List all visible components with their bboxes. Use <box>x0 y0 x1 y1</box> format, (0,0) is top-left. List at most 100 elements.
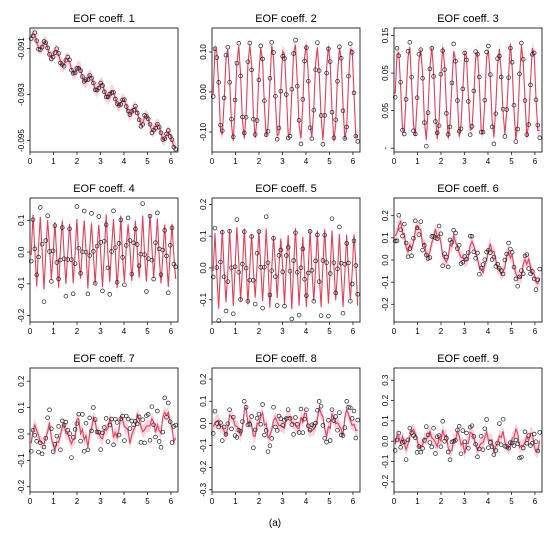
data-point <box>262 432 267 438</box>
data-point <box>54 260 60 265</box>
data-point <box>69 455 74 460</box>
data-point <box>153 240 158 245</box>
data-point <box>129 271 135 277</box>
data-point <box>124 243 129 248</box>
data-point <box>36 47 41 52</box>
data-point <box>52 442 58 447</box>
data-point <box>497 53 502 59</box>
data-point <box>456 242 462 248</box>
x-tick-label: 0 <box>28 157 33 166</box>
x-tick-label: 6 <box>169 157 174 166</box>
data-point <box>444 111 449 116</box>
x-tick-label: 4 <box>486 327 491 336</box>
data-point <box>236 269 242 275</box>
data-point <box>61 63 67 69</box>
data-point <box>440 48 445 53</box>
data-point <box>296 118 302 123</box>
data-point <box>498 74 504 80</box>
data-point <box>276 253 282 258</box>
data-point <box>455 98 460 103</box>
data-point <box>462 439 467 445</box>
data-point <box>166 128 171 133</box>
data-point <box>300 97 306 102</box>
data-point <box>307 427 313 433</box>
data-point <box>220 128 225 133</box>
x-tick-label: 5 <box>327 327 332 336</box>
data-point <box>218 259 223 265</box>
data-point <box>322 232 327 238</box>
data-point <box>210 274 216 280</box>
data-point <box>74 204 80 209</box>
data-point <box>111 442 116 448</box>
x-tick-label: 5 <box>145 157 150 166</box>
x-tick-label: 6 <box>533 497 538 506</box>
data-point <box>520 445 526 451</box>
data-point <box>349 416 355 421</box>
data-point <box>89 75 94 81</box>
data-point <box>535 277 541 283</box>
data-point <box>353 435 359 441</box>
data-point <box>453 59 458 64</box>
data-point <box>398 227 403 232</box>
data-point <box>267 76 273 81</box>
data-point <box>526 266 531 271</box>
data-point <box>418 449 424 455</box>
data-point <box>508 45 513 51</box>
data-point <box>70 434 76 440</box>
data-point <box>331 418 337 423</box>
data-point <box>422 438 427 443</box>
data-point <box>434 130 440 136</box>
data-point <box>403 97 409 102</box>
data-point <box>100 288 105 294</box>
data-point <box>260 402 265 407</box>
data-point <box>500 416 506 422</box>
x-tick-label: 4 <box>486 497 491 506</box>
data-point <box>223 432 229 437</box>
y-tick-label: 0.2 <box>381 210 390 222</box>
data-point <box>67 226 72 232</box>
x-tick-label: 1 <box>51 497 56 506</box>
data-point <box>155 210 160 216</box>
data-point <box>87 415 92 421</box>
data-point <box>471 434 477 439</box>
x-tick-label: 5 <box>145 497 150 506</box>
data-point <box>396 430 402 436</box>
data-point <box>537 135 542 141</box>
data-point <box>265 128 271 134</box>
data-point <box>263 214 269 219</box>
data-point <box>238 297 243 302</box>
data-point <box>145 412 151 417</box>
data-point <box>466 250 471 255</box>
data-point <box>407 246 413 251</box>
data-point <box>422 243 427 248</box>
data-point <box>455 246 460 251</box>
data-point <box>87 253 92 258</box>
data-point <box>47 407 52 413</box>
data-point <box>254 118 260 123</box>
data-point <box>147 438 153 443</box>
data-point <box>315 408 320 413</box>
data-point <box>124 104 129 109</box>
data-point <box>140 201 145 206</box>
data-point <box>405 49 411 54</box>
data-point <box>103 416 109 421</box>
data-point <box>513 276 519 282</box>
data-point <box>245 422 251 428</box>
data-point <box>326 46 331 52</box>
chart-panel-6: EOF coeff. 6 0 1 2 3 4 5 6 -0.2 -0.1 0.0 0.1 0.2 <box>381 183 543 336</box>
x-tick-label: 1 <box>415 327 420 336</box>
data-point <box>210 94 216 99</box>
y-tick-label: -0.2 <box>381 297 390 311</box>
data-point <box>513 437 519 443</box>
data-point <box>34 272 39 278</box>
data-point <box>420 446 425 451</box>
data-point <box>162 228 167 233</box>
data-point <box>210 431 216 436</box>
data-point <box>407 40 413 45</box>
data-point <box>80 412 85 417</box>
data-point <box>511 264 517 270</box>
data-point <box>287 134 293 139</box>
fitted-line-3 <box>394 43 540 140</box>
x-tick-label: 2 <box>439 497 444 506</box>
data-point <box>460 260 466 265</box>
